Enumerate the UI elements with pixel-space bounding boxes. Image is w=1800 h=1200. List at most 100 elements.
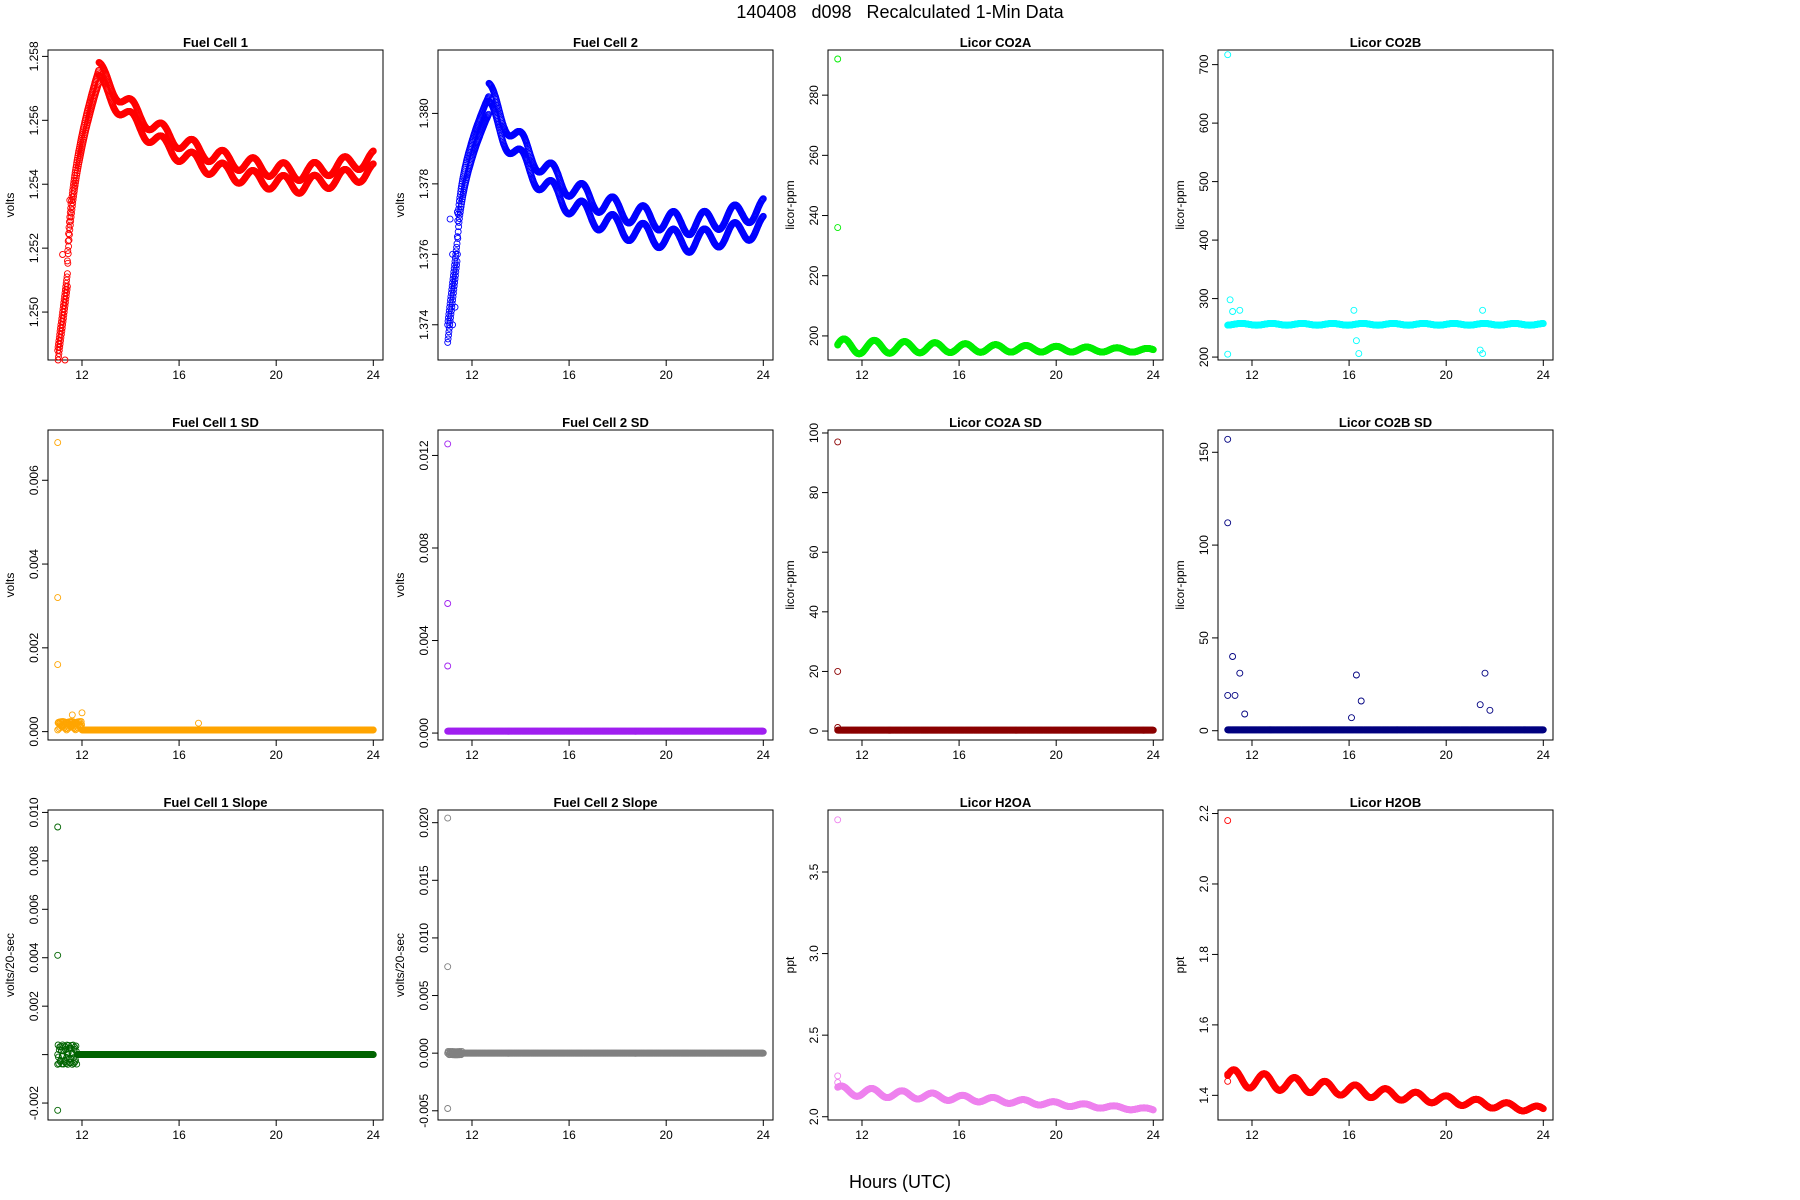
data-point	[451, 261, 459, 269]
data-point	[451, 272, 459, 279]
y-tick-label: 0.002	[27, 632, 41, 662]
x-tick-label: 16	[1342, 368, 1356, 382]
x-tick-label: 24	[1537, 368, 1551, 382]
data-point	[61, 305, 69, 313]
x-tick-label: 16	[172, 368, 186, 382]
data-point	[1149, 346, 1157, 354]
data-point	[445, 331, 452, 339]
y-tick-label: 700	[1197, 54, 1211, 74]
data-points	[1224, 51, 1547, 358]
data-point	[74, 162, 82, 170]
y-tick-label: 0.004	[27, 549, 41, 579]
y-tick-label: 300	[1197, 288, 1211, 308]
data-point	[457, 203, 465, 210]
data-point	[61, 299, 69, 306]
data-points	[54, 58, 377, 364]
y-tick-label: 1.376	[417, 239, 431, 269]
data-point	[451, 275, 459, 283]
data-point	[453, 257, 461, 265]
data-point	[65, 236, 73, 244]
data-point	[759, 212, 767, 220]
x-tick-label: 12	[465, 368, 479, 382]
data-point	[63, 257, 71, 265]
data-point	[449, 279, 457, 286]
data-point	[59, 315, 67, 322]
data-point	[1226, 296, 1234, 304]
x-tick-label: 12	[75, 748, 89, 762]
data-point	[450, 264, 458, 272]
data-point	[54, 356, 62, 364]
data-point	[63, 286, 71, 294]
plot-frame	[1217, 49, 1554, 361]
y-tick-label: 500	[1197, 171, 1211, 191]
data-point	[449, 321, 457, 329]
data-point	[445, 328, 453, 336]
data-point	[1352, 337, 1360, 345]
data-point	[66, 226, 74, 234]
data-point	[449, 272, 457, 279]
data-point	[68, 202, 76, 210]
y-tick-label: 260	[807, 145, 821, 165]
data-point	[453, 261, 461, 269]
data-point	[458, 200, 465, 208]
data-point	[444, 317, 452, 325]
data-point	[56, 340, 64, 348]
chart-title: Licor CO2A	[960, 36, 1032, 50]
data-point	[1479, 350, 1487, 358]
data-point	[446, 303, 454, 311]
data-point	[453, 208, 461, 216]
x-tick-label: 24	[757, 368, 771, 382]
data-point	[57, 330, 65, 338]
y-tick-label: 0.000	[27, 716, 41, 746]
plot-frame	[47, 429, 384, 741]
data-point	[448, 286, 456, 293]
chart-title: Fuel Cell 1 SD	[172, 416, 259, 430]
data-point	[55, 346, 63, 354]
x-tick-label: 24	[367, 368, 381, 382]
data-point	[451, 279, 459, 286]
chart-panel-fuel-cell-2: Fuel Cell 212 16 20 241.3741.3761.3781.380v…	[393, 36, 774, 382]
data-point	[1224, 350, 1232, 358]
y-tick-label: 0.006	[27, 465, 41, 495]
data-points	[834, 55, 1157, 358]
chart-title: Licor CO2B	[1350, 36, 1422, 50]
data-point	[452, 247, 460, 255]
data-point	[834, 341, 842, 349]
data-point	[71, 182, 79, 189]
data-point	[1224, 51, 1232, 59]
data-point	[444, 338, 452, 346]
data-point	[72, 174, 80, 182]
data-point	[71, 184, 79, 192]
data-point	[67, 217, 75, 225]
data-point	[451, 303, 459, 311]
plot-frame	[827, 49, 1164, 361]
data-point	[62, 279, 70, 287]
data-point	[454, 228, 462, 236]
data-point	[447, 307, 455, 315]
data-point	[74, 167, 81, 175]
data-point	[450, 282, 458, 290]
data-point	[447, 289, 455, 297]
y-tick-label: 1.380	[417, 98, 431, 128]
y-tick-label: 240	[807, 205, 821, 225]
x-tick-label: 20	[270, 748, 284, 762]
data-point	[55, 350, 63, 358]
y-tick-label: 400	[1197, 230, 1211, 250]
data-point	[59, 251, 67, 258]
data-point	[65, 231, 73, 239]
x-tick-label: 16	[172, 748, 186, 762]
data-point	[63, 276, 71, 284]
data-point	[65, 218, 73, 226]
data-point	[447, 296, 454, 304]
chart-title: Fuel Cell 2	[573, 36, 638, 50]
y-tick-label: 1.374	[417, 309, 431, 339]
data-point	[1476, 346, 1484, 354]
data-point	[449, 289, 457, 297]
data-point	[72, 176, 80, 184]
data-point	[453, 250, 461, 258]
data-point	[55, 353, 62, 361]
data-point	[759, 195, 767, 203]
data-point	[1479, 306, 1487, 314]
data-point	[451, 257, 459, 265]
data-point	[63, 270, 71, 278]
